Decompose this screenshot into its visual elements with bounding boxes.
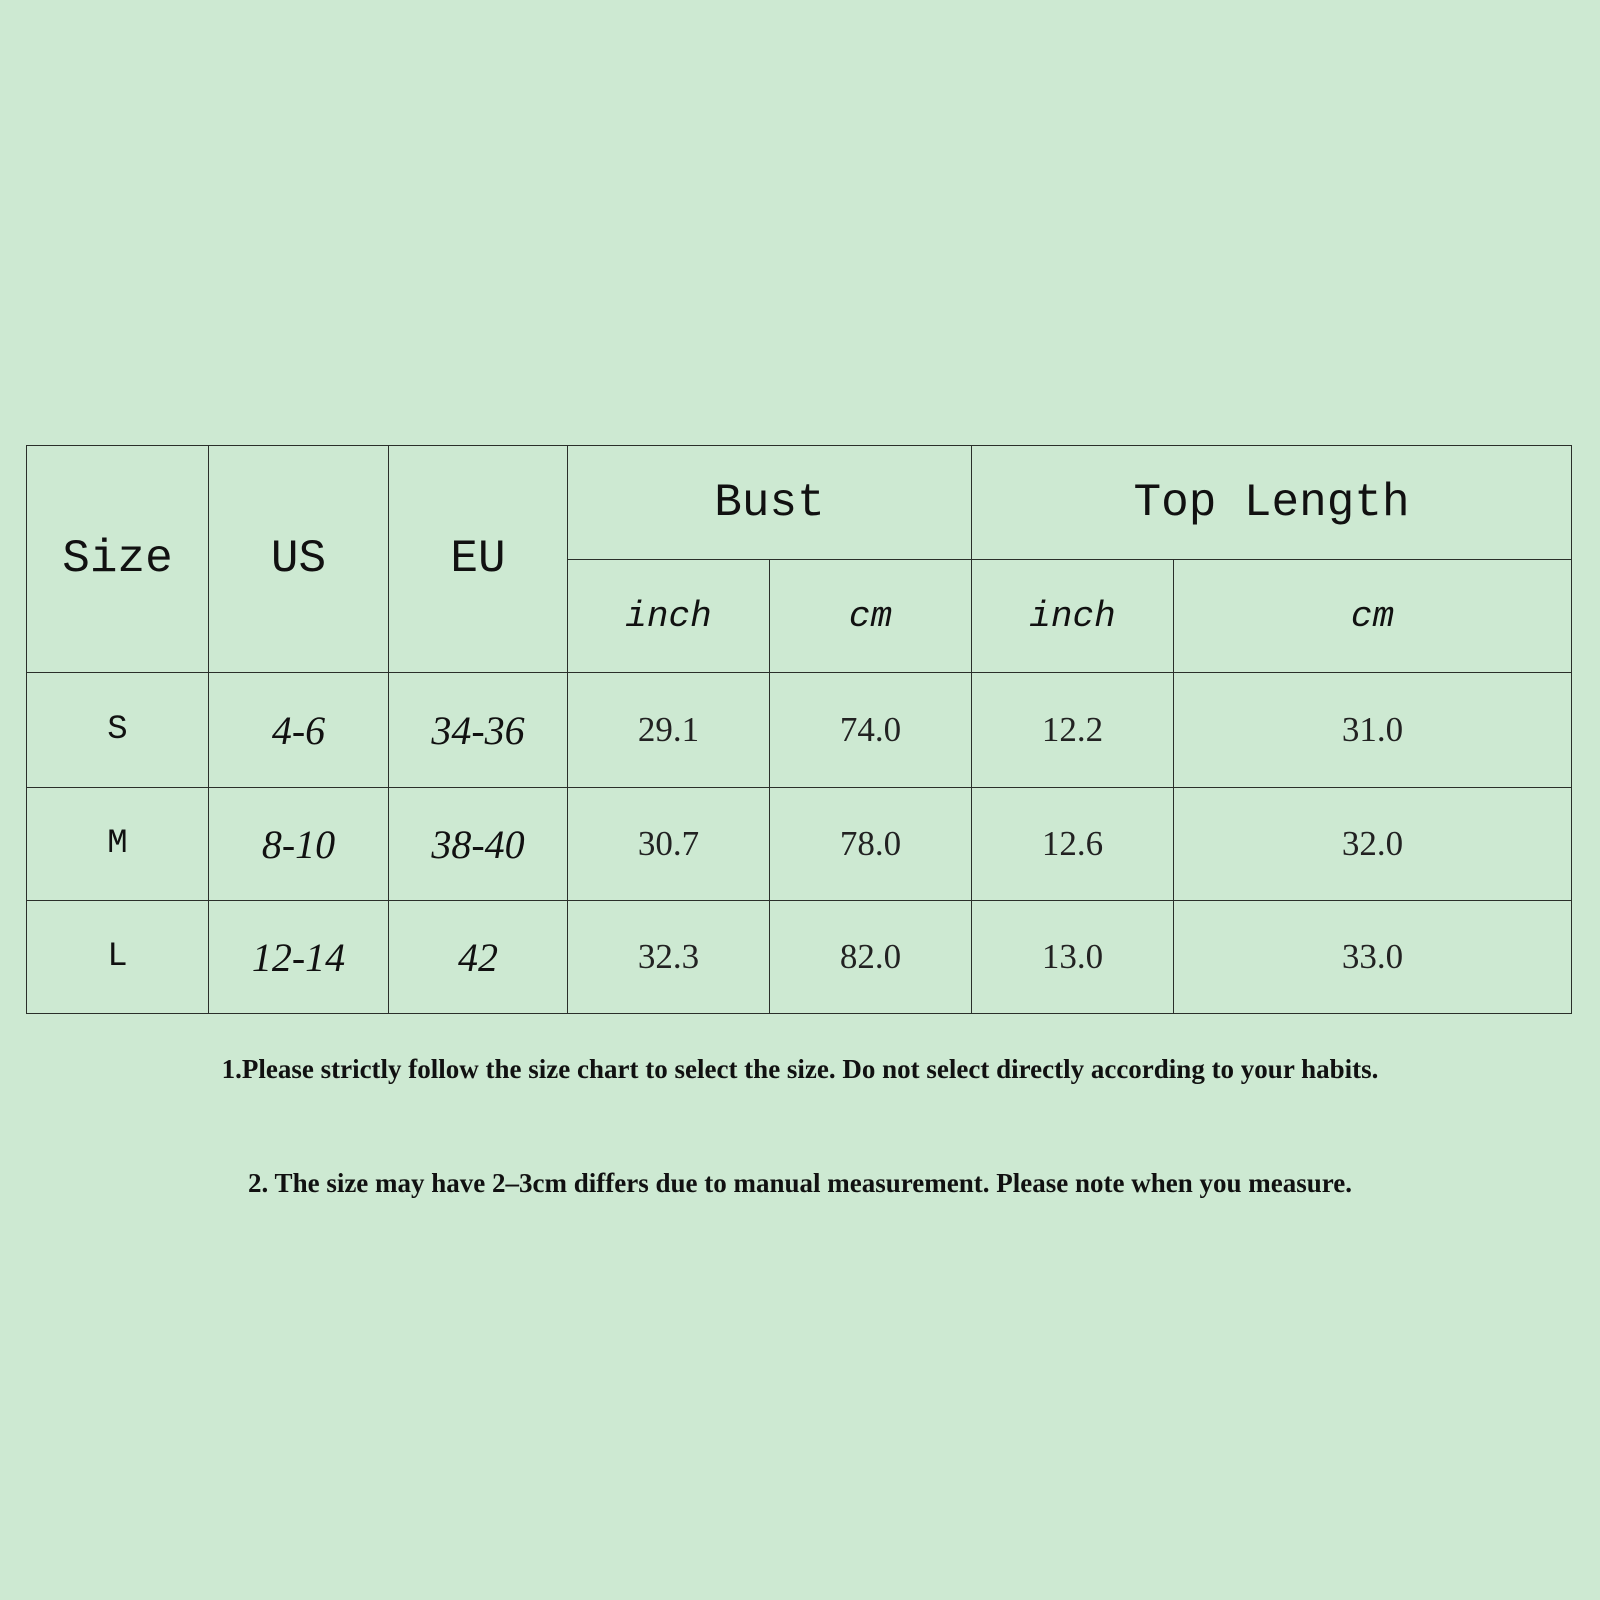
cell-bust-inch: 30.7 bbox=[567, 787, 770, 901]
note-2: 2. The size may have 2–3cm differs due t… bbox=[248, 1168, 1352, 1198]
table-row: M 8-10 38-40 30.7 78.0 12.6 32.0 bbox=[26, 787, 1573, 901]
unit-bust-cm: cm bbox=[768, 559, 973, 673]
cell-bust-cm: 82.0 bbox=[768, 900, 973, 1014]
cell-eu: 42 bbox=[388, 900, 568, 1014]
cell-length-cm: 33.0 bbox=[1173, 900, 1573, 1014]
note-1: 1.Please strictly follow the size chart … bbox=[221, 1054, 1379, 1084]
table-row: L 12-14 42 32.3 82.0 13.0 33.0 bbox=[26, 900, 1573, 1014]
cell-size: M bbox=[26, 787, 209, 901]
cell-us: 12-14 bbox=[208, 900, 389, 1014]
cell-bust-cm: 74.0 bbox=[768, 672, 973, 788]
unit-length-cm: cm bbox=[1173, 559, 1573, 673]
cell-us: 8-10 bbox=[208, 787, 389, 901]
header-size: Size bbox=[26, 445, 209, 673]
header-top-length: Top Length bbox=[971, 445, 1573, 560]
unit-bust-inch: inch bbox=[567, 559, 770, 673]
cell-length-inch: 12.6 bbox=[971, 787, 1175, 901]
header-eu: EU bbox=[388, 445, 568, 673]
cell-size: L bbox=[26, 900, 209, 1014]
cell-us: 4-6 bbox=[208, 672, 389, 788]
cell-bust-cm: 78.0 bbox=[768, 787, 973, 901]
size-chart-table: Size US EU Bust Top Length inch cm inch … bbox=[26, 445, 1573, 1014]
header-bust: Bust bbox=[566, 445, 973, 560]
cell-length-inch: 13.0 bbox=[971, 900, 1175, 1014]
cell-length-inch: 12.2 bbox=[971, 672, 1175, 788]
cell-size: S bbox=[26, 672, 209, 788]
table-row: S 4-6 34-36 29.1 74.0 12.2 31.0 bbox=[26, 672, 1573, 788]
cell-eu: 34-36 bbox=[388, 672, 568, 788]
unit-length-inch: inch bbox=[971, 559, 1175, 673]
cell-bust-inch: 29.1 bbox=[567, 672, 770, 788]
cell-length-cm: 32.0 bbox=[1173, 787, 1573, 901]
cell-bust-inch: 32.3 bbox=[567, 900, 770, 1014]
cell-length-cm: 31.0 bbox=[1173, 672, 1573, 788]
cell-eu: 38-40 bbox=[388, 787, 568, 901]
header-us: US bbox=[208, 445, 389, 673]
